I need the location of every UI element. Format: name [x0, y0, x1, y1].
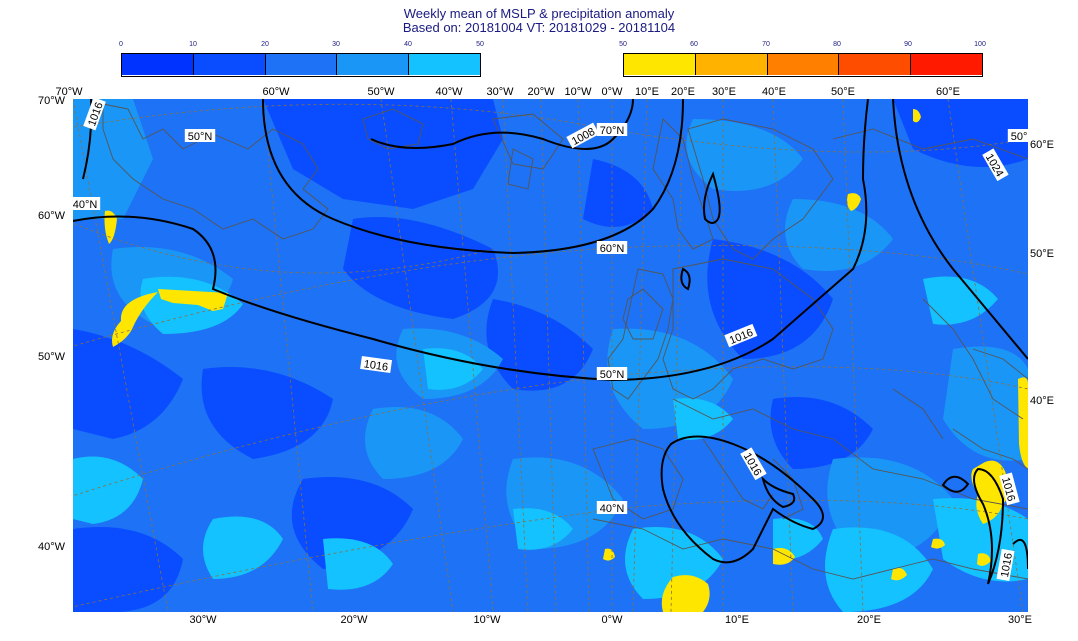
- latitude-label: 40°N: [596, 501, 628, 515]
- colorbar-neg-segment: [192, 53, 265, 75]
- top-lon-label: 70°W: [55, 86, 83, 98]
- colorbar-pos-segment: [694, 53, 767, 75]
- left-lon-label: 50°W: [38, 351, 66, 363]
- colorbar-pos-segment: [766, 53, 839, 75]
- top-lon-label: 20°W: [527, 86, 555, 98]
- bottom-lon-label: 20°E: [857, 614, 881, 626]
- high-anomaly-areas: [104, 109, 1028, 612]
- coastlines: [102, 103, 1028, 580]
- map-panel: 70°N60°N50°N40°N50°N40°N50°N101610081016…: [73, 99, 1028, 612]
- latitude-label: 50°N: [1007, 129, 1028, 143]
- right-lon-label: 50°E: [1030, 248, 1054, 260]
- colorbar-neg-segment: [408, 53, 480, 75]
- colorbar-pos-segment: [910, 53, 982, 75]
- top-lon-label: 10°E: [635, 86, 659, 98]
- svg-text:1016: 1016: [999, 552, 1015, 578]
- top-lon-label: 20°E: [671, 86, 695, 98]
- colorbar-neg-label: 10: [189, 41, 197, 48]
- right-lon-label: 40°E: [1030, 395, 1054, 407]
- low-anomaly-areas: [73, 99, 1028, 612]
- top-lon-label: 30°W: [486, 86, 514, 98]
- top-lon-label: 30°E: [712, 86, 736, 98]
- latitude-label: 60°N: [596, 241, 628, 255]
- colorbar-pos-label: 90: [904, 41, 912, 48]
- latitude-label: 50°N: [184, 129, 216, 143]
- colorbar-pos-segment: [838, 53, 911, 75]
- isobar-label: 1016: [996, 548, 1015, 582]
- colorbar-neg-segment: [264, 53, 337, 75]
- colorbar-neg-label: 30: [332, 41, 340, 48]
- latitude-label: 40°N: [73, 197, 101, 211]
- svg-text:70°N: 70°N: [600, 125, 625, 137]
- bottom-lon-label: 30°E: [1008, 614, 1032, 626]
- top-lon-label: 10°W: [564, 86, 592, 98]
- bottom-lon-label: 0°W: [601, 614, 623, 626]
- top-lon-label: 50°W: [367, 86, 395, 98]
- left-lon-label: 40°W: [38, 541, 66, 553]
- colorbar-neg-label: 40: [404, 41, 412, 48]
- bottom-lon-label: 30°W: [189, 614, 217, 626]
- colorbar-neg-label: 0: [119, 41, 123, 48]
- svg-text:40°N: 40°N: [73, 199, 97, 211]
- top-lon-label: 50°E: [831, 86, 855, 98]
- latitude-label: 70°N: [596, 123, 628, 137]
- svg-text:50°N: 50°N: [188, 131, 213, 143]
- isobar-label: 1016: [360, 355, 393, 374]
- colorbar-neg-segment: [336, 53, 409, 75]
- svg-text:50°N: 50°N: [600, 369, 625, 381]
- colorbar-pos-label: 100: [974, 41, 986, 48]
- chart-title: Weekly mean of MSLP & precipitation anom…: [403, 6, 675, 21]
- top-lon-label: 0°W: [601, 86, 623, 98]
- left-lon-label: 70°W: [38, 95, 66, 107]
- top-lon-label: 40°E: [762, 86, 786, 98]
- latitude-label: 50°N: [596, 367, 628, 381]
- colorbar-pos-frame: [623, 53, 983, 77]
- svg-text:60°N: 60°N: [600, 243, 625, 255]
- colorbar-pos-label: 60: [690, 41, 698, 48]
- svg-text:40°N: 40°N: [600, 503, 625, 515]
- left-lon-label: 60°W: [38, 210, 66, 222]
- chart-subtitle: Based on: 20181004 VT: 20181029 - 201811…: [402, 20, 676, 35]
- bottom-lon-label: 10°E: [725, 614, 749, 626]
- colorbar-neg-label: 50: [476, 41, 484, 48]
- colorbar-pos-label: 50: [619, 41, 627, 48]
- colorbar-neg-frame: [121, 53, 481, 77]
- svg-text:1016: 1016: [363, 358, 389, 373]
- map-labels: 70°N60°N50°N40°N50°N40°N50°N101610081016…: [73, 99, 1028, 582]
- bottom-lon-label: 10°W: [473, 614, 501, 626]
- svg-text:50°N: 50°N: [1011, 131, 1028, 143]
- right-lon-label: 60°E: [1030, 139, 1054, 151]
- colorbar-pos-label: 80: [833, 41, 841, 48]
- colorbar-neg-label: 20: [261, 41, 269, 48]
- top-lon-label: 40°W: [435, 86, 463, 98]
- bottom-lon-label: 20°W: [340, 614, 368, 626]
- top-lon-label: 60°E: [936, 86, 960, 98]
- top-lon-label: 60°W: [262, 86, 290, 98]
- colorbar-pos-label: 70: [762, 41, 770, 48]
